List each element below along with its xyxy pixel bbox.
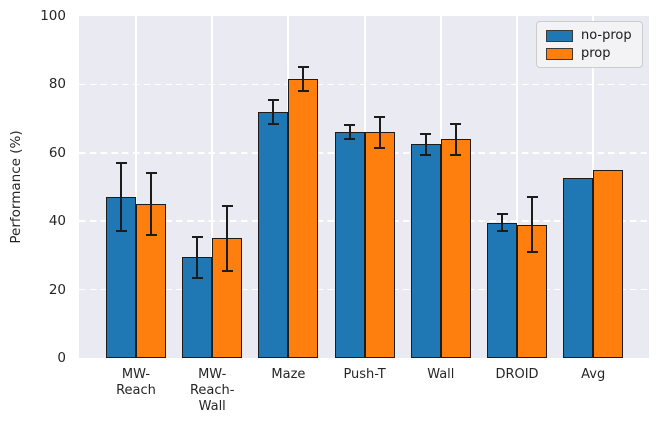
- horizontal-gridline: [79, 83, 649, 86]
- x-tick-label: Avg: [581, 367, 606, 382]
- error-bar-cap: [526, 250, 538, 253]
- error-bar: [196, 236, 199, 278]
- bar-no-prop-Wall: [410, 144, 441, 358]
- legend-swatch-prop: [546, 47, 573, 60]
- bar-prop-Maze: [288, 79, 319, 358]
- error-bar-cap: [191, 235, 203, 238]
- legend-entry-prop: prop: [546, 46, 633, 61]
- y-tick-label: 40: [48, 213, 66, 230]
- error-bar-cap: [267, 98, 279, 101]
- error-bar: [424, 133, 427, 155]
- error-bar: [302, 67, 305, 92]
- bar-no-prop-Avg: [563, 178, 594, 358]
- x-tick-label: Push-T: [343, 367, 386, 382]
- bar-no-prop-DROID: [487, 222, 517, 358]
- error-bar: [531, 197, 533, 252]
- error-bar-cap: [450, 122, 462, 125]
- error-bar-cap: [526, 196, 538, 199]
- error-bar: [120, 163, 122, 232]
- bar-no-prop-Push-T: [334, 132, 365, 358]
- y-tick-label: 0: [57, 350, 66, 366]
- vertical-gridline: [211, 16, 214, 358]
- error-bar: [454, 123, 457, 155]
- bar-prop-Wall: [440, 139, 471, 358]
- error-bar: [501, 214, 503, 232]
- error-bar-cap: [297, 66, 309, 69]
- bar-prop-Push-T: [364, 132, 395, 358]
- vertical-gridline: [516, 16, 518, 358]
- error-bar-cap: [221, 204, 233, 207]
- legend-label-no-prop: no-prop: [581, 28, 632, 43]
- vertical-gridline: [135, 16, 137, 358]
- y-tick-label: 60: [48, 144, 66, 161]
- error-bar-cap: [344, 124, 356, 127]
- error-bar-cap: [115, 230, 127, 233]
- legend: no-prop prop: [536, 21, 643, 68]
- error-bar-cap: [191, 276, 203, 279]
- error-bar: [226, 205, 229, 271]
- y-tick-label: 80: [48, 76, 66, 93]
- bar-no-prop-Maze: [258, 111, 289, 358]
- error-bar: [150, 173, 152, 235]
- error-bar-cap: [496, 230, 508, 233]
- y-tick-label: 20: [48, 281, 66, 298]
- error-bar-cap: [221, 269, 233, 272]
- error-bar-cap: [145, 233, 157, 236]
- y-tick-label: 100: [40, 8, 66, 24]
- legend-entry-no-prop: no-prop: [546, 28, 633, 43]
- error-bar-cap: [344, 138, 356, 141]
- error-bar-cap: [297, 90, 309, 93]
- error-bar-cap: [267, 122, 279, 125]
- x-tick-label: MW- Reach- Wall: [189, 367, 235, 414]
- x-tick-label: MW- Reach: [116, 367, 156, 398]
- error-bar: [378, 116, 381, 148]
- plot-area: [79, 16, 649, 358]
- error-bar-cap: [145, 172, 157, 175]
- error-bar-cap: [420, 153, 432, 156]
- legend-swatch-no-prop: [546, 29, 573, 42]
- error-bar-cap: [496, 213, 508, 216]
- error-bar-cap: [450, 153, 462, 156]
- x-tick-label: DROID: [495, 367, 539, 382]
- error-bar: [272, 99, 275, 124]
- error-bar-cap: [374, 146, 386, 149]
- x-tick-label: Wall: [427, 367, 455, 382]
- error-bar: [348, 125, 351, 140]
- error-bar-cap: [420, 132, 432, 135]
- x-tick-label: Maze: [271, 367, 306, 382]
- bar-prop-MW-Reach: [136, 204, 166, 358]
- error-bar-cap: [374, 115, 386, 118]
- legend-label-prop: prop: [581, 46, 611, 61]
- bar-prop-Avg: [593, 169, 624, 358]
- error-bar-cap: [115, 162, 127, 165]
